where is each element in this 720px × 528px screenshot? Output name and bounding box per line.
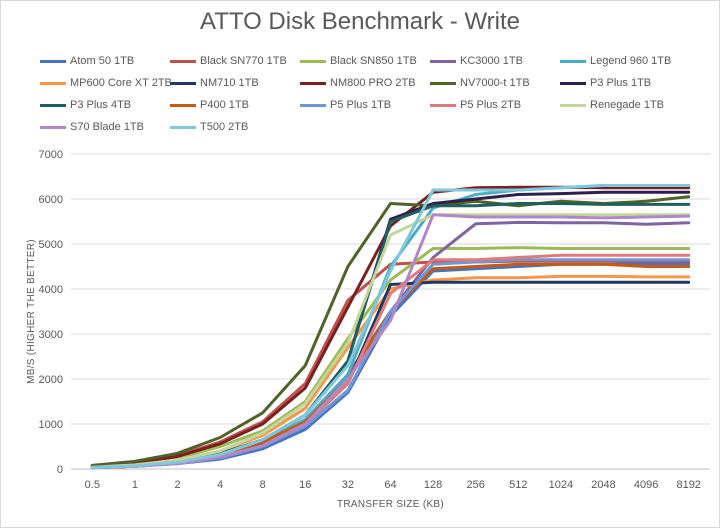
y-tick-label: 7000: [39, 149, 63, 161]
x-tick-label: 1024: [549, 479, 573, 491]
legend-swatch: [170, 60, 196, 63]
legend-label: NV7000-t 1TB: [460, 77, 530, 89]
legend-label: Renegade 1TB: [590, 99, 664, 111]
legend-label: P400 1TB: [200, 99, 249, 111]
chart-title: ATTO Disk Benchmark - Write: [199, 8, 521, 35]
series-line: [90, 246, 691, 468]
y-tick-label: 6000: [39, 194, 63, 206]
y-tick-label: 5000: [39, 239, 63, 251]
x-tick-label: 8: [260, 479, 266, 491]
legend-label: MP600 Core XT 2TB: [70, 77, 172, 89]
legend-label: P5 Plus 2TB: [460, 99, 522, 111]
legend-swatch: [430, 82, 456, 85]
legend-label: S70 Blade 1TB: [70, 121, 144, 133]
y-axis-title: MB/S (HIGHER THE BETTER): [26, 239, 37, 384]
y-tick-label: 1000: [39, 419, 63, 431]
legend-swatch: [430, 60, 456, 63]
series-line: [90, 184, 691, 470]
y-tick-label: 3000: [39, 329, 63, 341]
legend-swatch: [560, 104, 586, 107]
legend-label: Black SN850 1TB: [330, 55, 417, 67]
y-tick-label: 4000: [39, 284, 63, 296]
legend-swatch: [40, 60, 66, 63]
y-tick-label: 2000: [39, 374, 63, 386]
legend-label: Atom 50 1TB: [70, 55, 135, 67]
legend-swatch: [40, 82, 66, 85]
series-line: [90, 213, 691, 469]
x-tick-label: 32: [342, 479, 354, 491]
legend-label: Black SN770 1TB: [200, 55, 287, 67]
x-tick-label: 1: [132, 479, 138, 491]
x-tick-label: 2: [174, 479, 180, 491]
x-tick-label: 64: [384, 479, 396, 491]
x-tick-label: 0.5: [85, 479, 100, 491]
series-line: [90, 202, 691, 469]
x-axis-title: TRANSFER SIZE (KB): [337, 499, 444, 510]
x-tick-label: 8192: [676, 479, 700, 491]
x-tick-label: 128: [424, 479, 442, 491]
legend-swatch: [170, 126, 196, 129]
legend-swatch: [170, 104, 196, 107]
legend-swatch: [40, 104, 66, 107]
legend-label: NM800 PRO 2TB: [330, 77, 416, 89]
x-tick-label: 256: [467, 479, 485, 491]
x-tick-label: 4096: [634, 479, 658, 491]
x-tick-label: 16: [299, 479, 311, 491]
legend-label: P5 Plus 1TB: [330, 99, 392, 111]
legend-swatch: [430, 104, 456, 107]
legend-swatch: [300, 60, 326, 63]
legend-swatch: [300, 104, 326, 107]
x-tick-label: 2048: [591, 479, 615, 491]
legend-label: Legend 960 1TB: [590, 55, 672, 67]
legend-swatch: [560, 82, 586, 85]
series-line: [90, 213, 691, 470]
legend-label: P3 Plus 1TB: [590, 77, 652, 89]
legend-label: KC3000 1TB: [460, 55, 523, 67]
legend-swatch: [170, 82, 196, 85]
legend-label: NM710 1TB: [200, 77, 259, 89]
y-tick-label: 0: [57, 464, 63, 476]
legend-swatch: [40, 126, 66, 129]
legend-swatch: [300, 82, 326, 85]
legend-label: T500 2TB: [200, 121, 249, 133]
x-tick-label: 512: [509, 479, 527, 491]
series-line: [90, 274, 691, 469]
x-tick-label: 4: [217, 479, 223, 491]
legend-label: P3 Plus 4TB: [70, 99, 132, 111]
legend-swatch: [560, 60, 586, 63]
